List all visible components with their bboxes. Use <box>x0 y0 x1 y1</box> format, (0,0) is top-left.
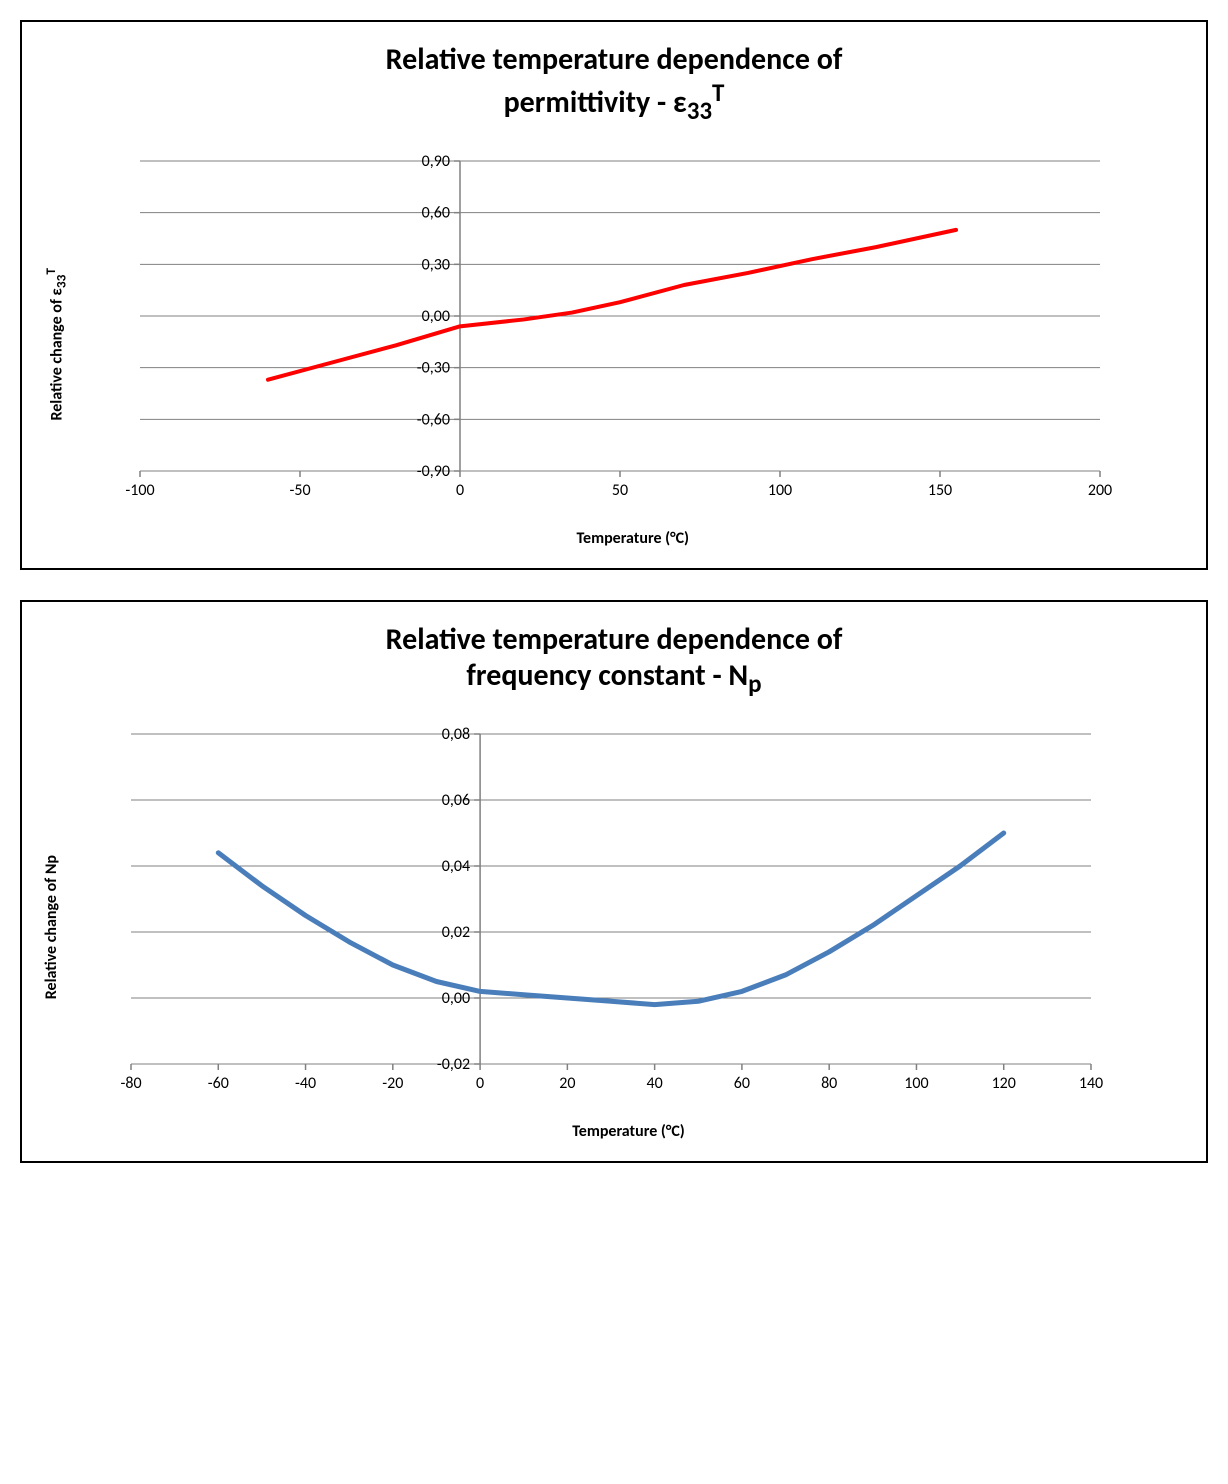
svg-text:80: 80 <box>821 1074 837 1093</box>
svg-text:-0,90: -0,90 <box>416 462 449 481</box>
svg-text:0,06: 0,06 <box>442 791 470 810</box>
chart-permittivity: Relative temperature dependence of permi… <box>20 20 1208 570</box>
svg-text:-0,30: -0,30 <box>416 359 449 378</box>
chart1-title-sup: T <box>712 77 724 108</box>
svg-text:-80: -80 <box>120 1074 141 1093</box>
chart2-title-line1: Relative temperature dependence of <box>386 621 843 658</box>
svg-text:0,60: 0,60 <box>421 204 449 223</box>
svg-text:50: 50 <box>611 481 627 500</box>
chart1-title: Relative temperature dependence of permi… <box>42 42 1186 126</box>
chart2-ylabel: Relative change of Np <box>42 855 61 999</box>
svg-text:0,02: 0,02 <box>442 923 470 942</box>
svg-text:-20: -20 <box>382 1074 403 1093</box>
svg-text:20: 20 <box>559 1074 575 1093</box>
svg-text:60: 60 <box>734 1074 750 1093</box>
chart2-title-sub: p <box>748 668 761 699</box>
chart1-xlabel: Temperature (°C) <box>80 529 1186 548</box>
svg-text:0: 0 <box>476 1074 484 1093</box>
svg-text:100: 100 <box>767 481 791 500</box>
chart1-title-sub: 33 <box>687 95 712 126</box>
chart1-svg: -0,90 -0,60 -0,30 0,00 0,30 0,60 0,90 -100 -50 0 5… <box>80 141 1130 521</box>
svg-text:150: 150 <box>927 481 951 500</box>
svg-text:0,90: 0,90 <box>421 152 449 171</box>
chart2-svg: -0,02 0,00 0,02 0,04 0,06 0,08 -80 -60 -40 -20 0 20… <box>71 714 1121 1114</box>
svg-text:100: 100 <box>904 1074 928 1093</box>
chart1-title-line1: Relative temperature dependence of <box>386 41 843 78</box>
svg-text:-100: -100 <box>125 481 154 500</box>
svg-text:-40: -40 <box>295 1074 316 1093</box>
svg-text:-60: -60 <box>208 1074 229 1093</box>
svg-text:120: 120 <box>992 1074 1016 1093</box>
svg-text:0,30: 0,30 <box>421 255 449 274</box>
svg-text:0,04: 0,04 <box>442 857 470 876</box>
chart1-ylabel: Relative change of ε33T <box>42 268 70 421</box>
chart2-title: Relative temperature dependence of frequ… <box>42 622 1186 699</box>
svg-text:0,08: 0,08 <box>442 725 470 744</box>
svg-text:0,00: 0,00 <box>421 307 449 326</box>
chart1-title-line2: permittivity - ε <box>504 84 687 121</box>
chart2-title-line2: frequency constant - N <box>466 657 748 694</box>
svg-text:40: 40 <box>647 1074 663 1093</box>
svg-text:-0,02: -0,02 <box>437 1055 470 1074</box>
chart2-xlabel: Temperature (°C) <box>71 1122 1186 1141</box>
svg-text:-0,60: -0,60 <box>416 410 449 429</box>
chart-frequency-constant: Relative temperature dependence of frequ… <box>20 600 1208 1163</box>
svg-text:200: 200 <box>1087 481 1111 500</box>
svg-text:0: 0 <box>455 481 463 500</box>
svg-text:-50: -50 <box>289 481 310 500</box>
svg-text:140: 140 <box>1079 1074 1103 1093</box>
svg-text:0,00: 0,00 <box>442 989 470 1008</box>
